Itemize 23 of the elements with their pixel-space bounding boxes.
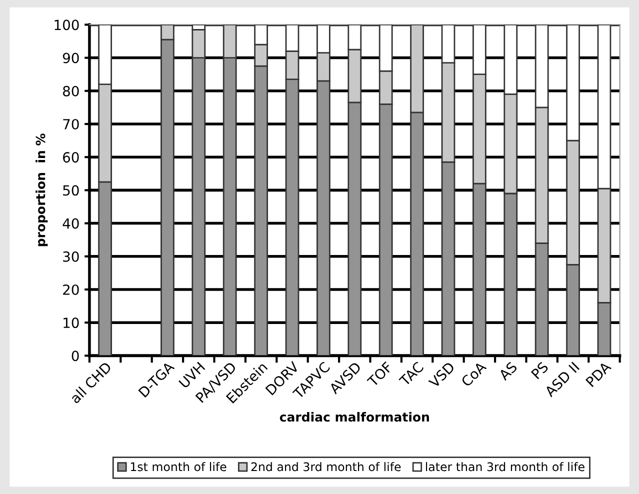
x-tick-label: TAC bbox=[398, 361, 424, 387]
y-tick-label: 50 bbox=[63, 185, 79, 196]
y-tick-label: 30 bbox=[63, 251, 79, 262]
x-tick-label: PDA bbox=[585, 360, 612, 388]
y-tick-label: 100 bbox=[54, 20, 79, 30]
x-tick-label: VSD bbox=[428, 361, 456, 389]
x-tick-label: CoA bbox=[460, 360, 487, 388]
legend-label: later than 3rd month of life bbox=[426, 462, 584, 472]
legend-label: 2nd and 3rd month of life bbox=[251, 462, 401, 472]
x-axis-title: cardiac malformation bbox=[280, 412, 429, 422]
x-tick-label: PS bbox=[530, 361, 549, 380]
y-tick-label: 10 bbox=[64, 318, 79, 328]
y-tick-label: 90 bbox=[62, 52, 79, 64]
y-tick-label: 80 bbox=[63, 86, 79, 96]
y-tick-label: 0 bbox=[72, 350, 79, 362]
legend-label: 1st month of life bbox=[130, 462, 226, 472]
y-tick-label: 60 bbox=[63, 152, 79, 163]
y-axis-title: proportion in % bbox=[36, 134, 48, 246]
y-tick-label: 20 bbox=[63, 284, 79, 295]
y-tick-label: 40 bbox=[62, 218, 79, 229]
y-tick-label: 70 bbox=[63, 118, 79, 130]
x-tick-label: AS bbox=[498, 361, 518, 382]
x-tick-label: TOF bbox=[366, 361, 393, 388]
